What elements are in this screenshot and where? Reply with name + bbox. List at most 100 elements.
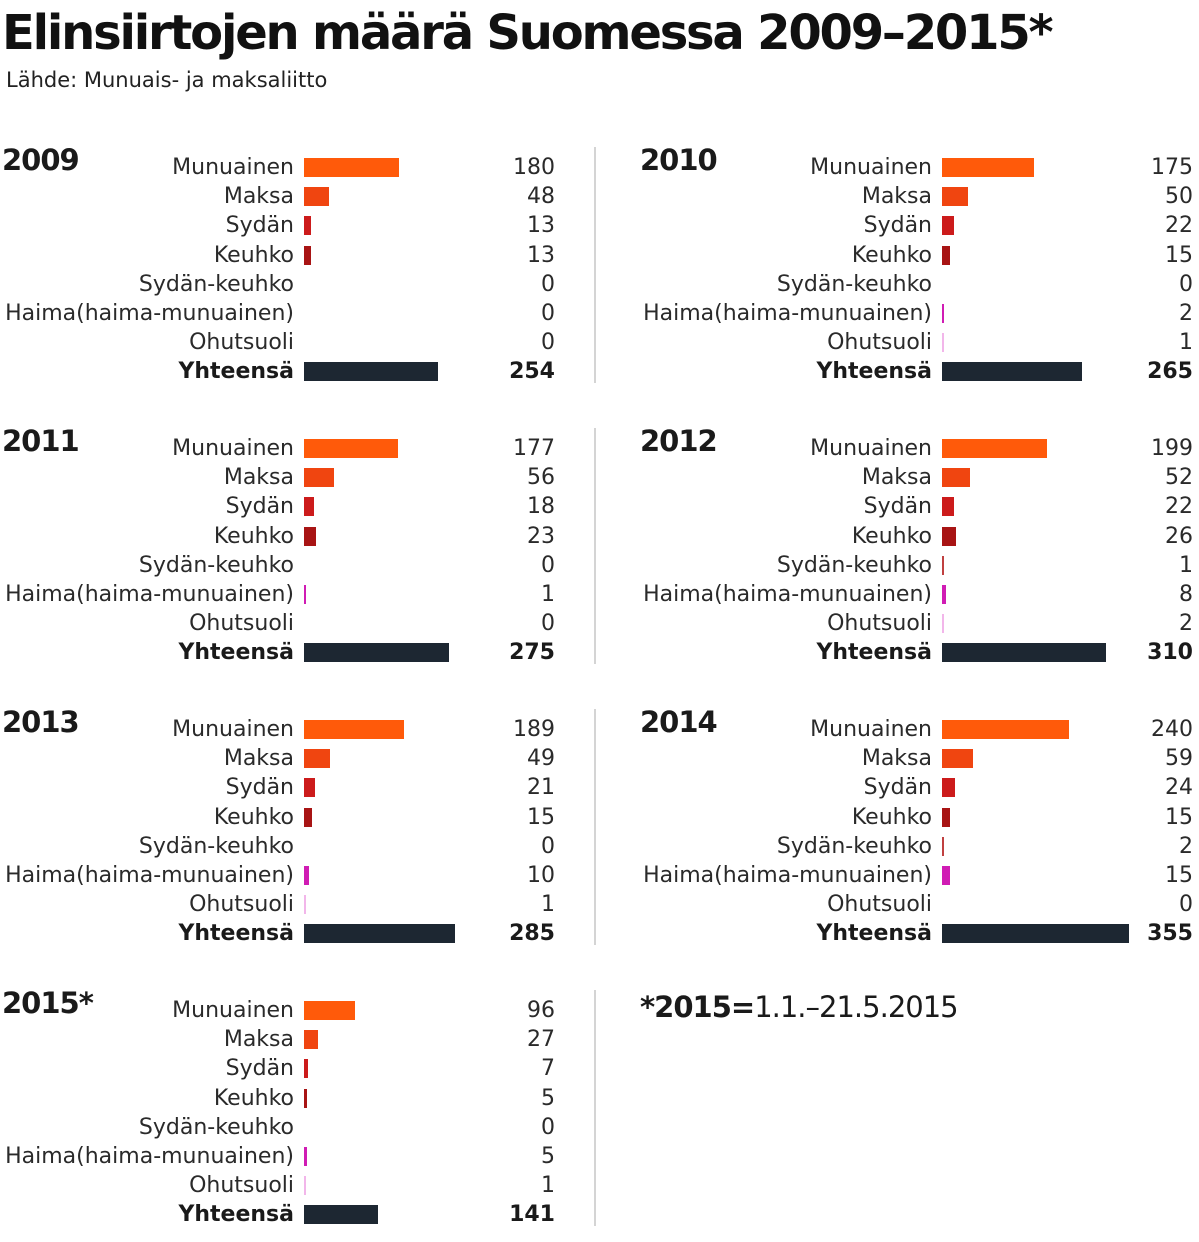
category-label: Sydän — [225, 775, 294, 801]
category-label: Yhteensä — [178, 359, 294, 385]
value-label: 15 — [1165, 863, 1193, 888]
bar-row-sydan: Sydän 18 — [0, 492, 595, 521]
bar-keuhko — [304, 526, 317, 546]
value-label: 0 — [541, 611, 555, 637]
bar-row-haima: Haima(haima-munuainen) 1 — [0, 580, 595, 609]
value-label: 177 — [513, 436, 555, 461]
bar-row-munuainen: Munuainen 177 — [0, 434, 595, 463]
bar-yhteensa — [304, 1205, 379, 1225]
bar-row-keuhko: Keuhko 15 — [638, 241, 1199, 270]
chart-panel-2015: 2015* Munuainen 96 Maksa 27 Sydän 7 Keuhko 5 Sydä… — [0, 986, 595, 1230]
bar-sydan — [942, 216, 954, 236]
value-label: 0 — [541, 552, 555, 578]
bar-sydan — [304, 778, 316, 798]
bar-row-maksa: Maksa 49 — [0, 744, 595, 773]
category-label: Haima(haima-munuainen) — [643, 582, 932, 607]
panel-year-label: 2014 — [640, 705, 718, 739]
category-label: Munuainen — [172, 155, 294, 180]
value-label: 21 — [527, 775, 555, 801]
bar-maksa — [304, 749, 330, 769]
value-label: 1 — [541, 892, 555, 918]
category-label: Sydän — [863, 775, 932, 801]
bar-row-ohutsuoli: Ohutsuoli 0 — [638, 890, 1199, 919]
bar-ohutsuoli — [304, 895, 306, 915]
bar-sydan-keuhko — [942, 836, 944, 856]
category-label: Yhteensä — [816, 359, 932, 385]
bar-ohutsuoli — [304, 1176, 306, 1196]
bar-row-sydan-keuhko: Sydän-keuhko 0 — [0, 270, 595, 299]
category-label: Sydän-keuhko — [776, 552, 932, 578]
bar-row-sydan-keuhko: Sydän-keuhko 0 — [0, 1113, 595, 1142]
bar-maksa — [304, 187, 330, 207]
bar-haima — [942, 304, 944, 323]
value-label: 265 — [1147, 359, 1193, 385]
bar-row-sydan: Sydän 13 — [0, 211, 595, 240]
category-label: Yhteensä — [816, 921, 932, 947]
bar-row-maksa: Maksa 27 — [0, 1025, 595, 1054]
bar-row-maksa: Maksa 52 — [638, 463, 1199, 492]
bar-sydan — [942, 497, 954, 517]
bar-row-ohutsuoli: Ohutsuoli 1 — [0, 1171, 595, 1200]
category-label: Yhteensä — [816, 640, 932, 666]
value-label: 15 — [527, 804, 555, 830]
value-label: 15 — [1165, 804, 1193, 830]
bar-row-ohutsuoli: Ohutsuoli 1 — [638, 328, 1199, 357]
value-label: 5 — [541, 1085, 555, 1111]
bar-row-yhteensa: Yhteensä 310 — [638, 638, 1199, 667]
value-label: 2 — [1179, 833, 1193, 859]
bar-munuainen — [304, 439, 398, 458]
bar-haima — [304, 585, 306, 604]
bar-row-sydan-keuhko: Sydän-keuhko 2 — [638, 832, 1199, 861]
bar-yhteensa — [942, 362, 1082, 382]
bar-row-sydan-keuhko: Sydän-keuhko 0 — [0, 551, 595, 580]
bar-row-yhteensa: Yhteensä 254 — [0, 357, 595, 386]
panel-year-label: 2015* — [2, 986, 94, 1020]
value-label: 189 — [513, 717, 555, 742]
bar-maksa — [304, 468, 334, 488]
category-label: Maksa — [223, 746, 294, 772]
category-label: Sydän-keuhko — [776, 271, 932, 297]
value-label: 240 — [1151, 717, 1193, 742]
category-label: Haima(haima-munuainen) — [643, 863, 932, 888]
bar-munuainen — [304, 1001, 355, 1020]
bar-row-haima: Haima(haima-munuainen) 15 — [638, 861, 1199, 890]
category-label: Keuhko — [213, 242, 294, 268]
bar-row-maksa: Maksa 56 — [0, 463, 595, 492]
bar-row-haima: Haima(haima-munuainen) 2 — [638, 299, 1199, 328]
category-label: Ohutsuoli — [189, 1173, 294, 1199]
category-label: Sydän — [863, 494, 932, 520]
value-label: 59 — [1165, 746, 1193, 772]
bar-munuainen — [942, 439, 1048, 458]
bar-haima — [304, 1147, 307, 1166]
footnote: *2015=1.1.–21.5.2015 — [640, 990, 959, 1024]
bar-keuhko — [304, 1088, 307, 1108]
bar-row-maksa: Maksa 50 — [638, 182, 1199, 211]
bar-munuainen — [304, 158, 399, 177]
value-label: 13 — [527, 242, 555, 268]
bar-keuhko — [304, 807, 312, 827]
bar-sydan — [304, 1059, 308, 1079]
bar-row-sydan: Sydän 22 — [638, 211, 1199, 240]
value-label: 49 — [527, 746, 555, 772]
value-label: 5 — [541, 1144, 555, 1169]
category-label: Maksa — [861, 746, 932, 772]
category-label: Keuhko — [213, 1085, 294, 1111]
category-label: Sydän-keuhko — [776, 833, 932, 859]
footnote-text: 1.1.–21.5.2015 — [754, 990, 958, 1024]
category-label: Keuhko — [851, 523, 932, 549]
value-label: 24 — [1165, 775, 1193, 801]
category-label: Maksa — [861, 465, 932, 491]
bar-row-keuhko: Keuhko 13 — [0, 241, 595, 270]
category-label: Ohutsuoli — [189, 611, 294, 637]
chart-panel-2013: 2013 Munuainen 189 Maksa 49 Sydän 21 Keuhko 15 Sy… — [0, 705, 595, 949]
bar-munuainen — [942, 720, 1069, 739]
category-label: Haima(haima-munuainen) — [5, 1144, 294, 1169]
value-label: 50 — [1165, 184, 1193, 210]
bar-munuainen — [304, 720, 404, 739]
bar-row-munuainen: Munuainen 189 — [0, 715, 595, 744]
bar-row-yhteensa: Yhteensä 275 — [0, 638, 595, 667]
bar-yhteensa — [304, 362, 439, 382]
bar-keuhko — [304, 245, 311, 265]
bar-row-ohutsuoli: Ohutsuoli 2 — [638, 609, 1199, 638]
bar-row-yhteensa: Yhteensä 141 — [0, 1200, 595, 1229]
